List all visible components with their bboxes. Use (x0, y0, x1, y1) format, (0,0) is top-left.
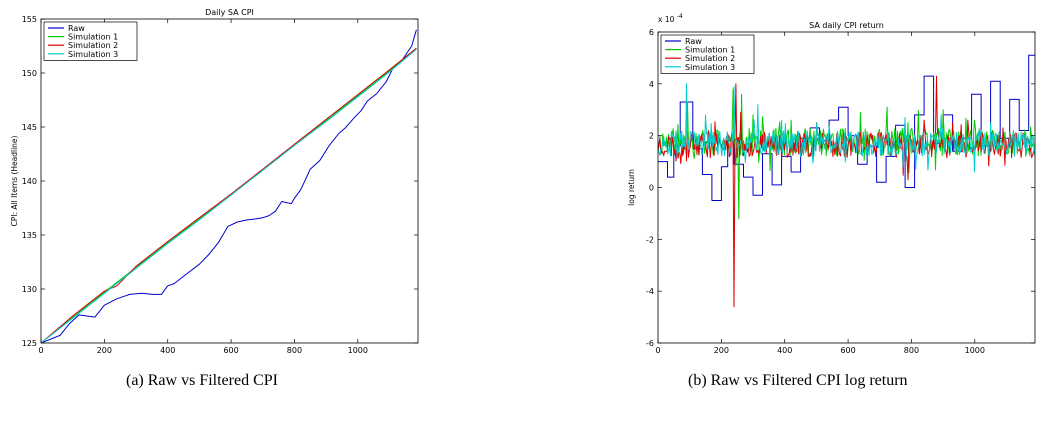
y-tick-label: -2 (646, 235, 654, 244)
legend-entry-4: Simulation 3 (685, 63, 735, 72)
y-tick-label: 4 (649, 80, 654, 89)
y-tick-label: 150 (22, 69, 37, 78)
x-tick-label: 0 (655, 346, 660, 355)
caption-a: (a) Raw vs Filtered CPI (126, 372, 278, 389)
chart-1: Daily SA CPI CPI: All Items (Headline) 0 20… (10, 8, 419, 355)
x-tick-label: 200 (97, 346, 112, 355)
x-tick-label: 1000 (348, 346, 368, 355)
chart-2: SA daily CPI return log return x 10 -4 0 200… (627, 13, 1036, 355)
y-tick-label: 0 (649, 184, 654, 193)
caption-b: (b) Raw vs Filtered CPI log return (688, 372, 908, 389)
y-tick-label: 125 (22, 339, 37, 348)
plot-lines (41, 29, 417, 343)
y-axis-label: log return (627, 169, 636, 206)
y-tick-label: 140 (22, 177, 37, 186)
chart-title: Daily SA CPI (205, 8, 254, 17)
series-line-3 (41, 47, 417, 343)
series-line-4 (658, 83, 1035, 173)
legend-entry-1: Raw (68, 24, 85, 33)
y-tick-label: 135 (22, 231, 37, 240)
chart-title: SA daily CPI return (809, 21, 884, 30)
x-tick-label: 400 (777, 346, 792, 355)
y-tick-label: 130 (22, 285, 37, 294)
axes-box (657, 31, 1036, 344)
y-tick-label: 145 (22, 123, 37, 132)
series-line-4 (41, 48, 417, 343)
legend-entry-3: Simulation 2 (68, 41, 118, 50)
y-tick-label: 2 (649, 132, 654, 141)
axes-box (40, 18, 419, 344)
x-tick-label: 600 (223, 346, 238, 355)
legend-entry-2: Simulation 1 (68, 33, 118, 42)
x-tick-label: 600 (840, 346, 855, 355)
y-tick-label: 155 (22, 15, 37, 24)
x-tick-label: 0 (38, 346, 43, 355)
y-axis-label: CPI: All Items (Headline) (10, 135, 19, 226)
y-axis-multiplier: x 10 -4 (658, 13, 683, 24)
y-tick-label: -4 (646, 287, 654, 296)
series-line-3 (658, 75, 1035, 308)
legend-entry-2: Simulation 1 (685, 46, 735, 55)
legend-entry-4: Simulation 3 (68, 50, 118, 59)
x-tick-label: 800 (904, 346, 919, 355)
plot-lines (658, 54, 1035, 308)
x-tick-label: 200 (714, 346, 729, 355)
y-tick-label: 6 (649, 28, 654, 37)
legend-entry-1: Raw (685, 37, 702, 46)
y-tick-label: -6 (646, 339, 654, 348)
x-tick-label: 400 (160, 346, 175, 355)
series-line-1 (658, 54, 1035, 201)
x-tick-label: 800 (287, 346, 302, 355)
series-line-1 (41, 29, 417, 343)
legend-entry-3: Simulation 2 (685, 54, 735, 63)
x-tick-label: 1000 (965, 346, 985, 355)
